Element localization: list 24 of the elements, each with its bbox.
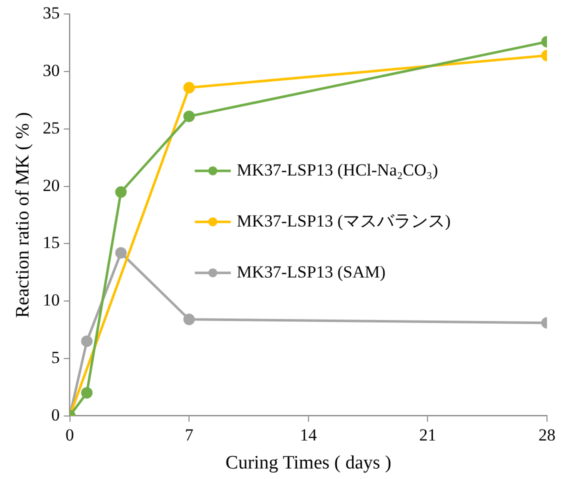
point — [81, 387, 93, 399]
y-axis-title: Reaction ratio of MK ( % ) — [12, 112, 34, 318]
point — [81, 335, 93, 347]
y-tick-label: 30 — [42, 61, 60, 80]
point — [115, 186, 127, 198]
y-tick-label: 35 — [42, 4, 60, 23]
y-tick-label: 0 — [51, 405, 60, 424]
y-tick-label: 25 — [42, 118, 60, 138]
point — [115, 247, 127, 259]
point — [183, 314, 195, 326]
legend-label: MK37-LSP13 (マスバランス) — [236, 211, 451, 230]
y-tick-label: 15 — [42, 233, 60, 252]
point — [183, 110, 195, 122]
x-axis-title: Curing Times ( days ) — [226, 452, 392, 474]
y-tick-label: 20 — [42, 176, 60, 195]
x-tick-label: 28 — [538, 425, 556, 444]
x-tick-label: 14 — [300, 425, 318, 444]
legend-label: MK37-LSP13 (HCl-Na₂CO₃) — [236, 160, 438, 180]
x-tick-label: 7 — [184, 425, 194, 444]
y-tick-label: 5 — [51, 348, 60, 367]
x-tick-label: 0 — [66, 425, 74, 444]
y-tick-label: 10 — [42, 290, 60, 310]
legend-label: MK37-LSP13 (SAM) — [236, 262, 386, 282]
x-tick-label: 21 — [419, 425, 436, 444]
